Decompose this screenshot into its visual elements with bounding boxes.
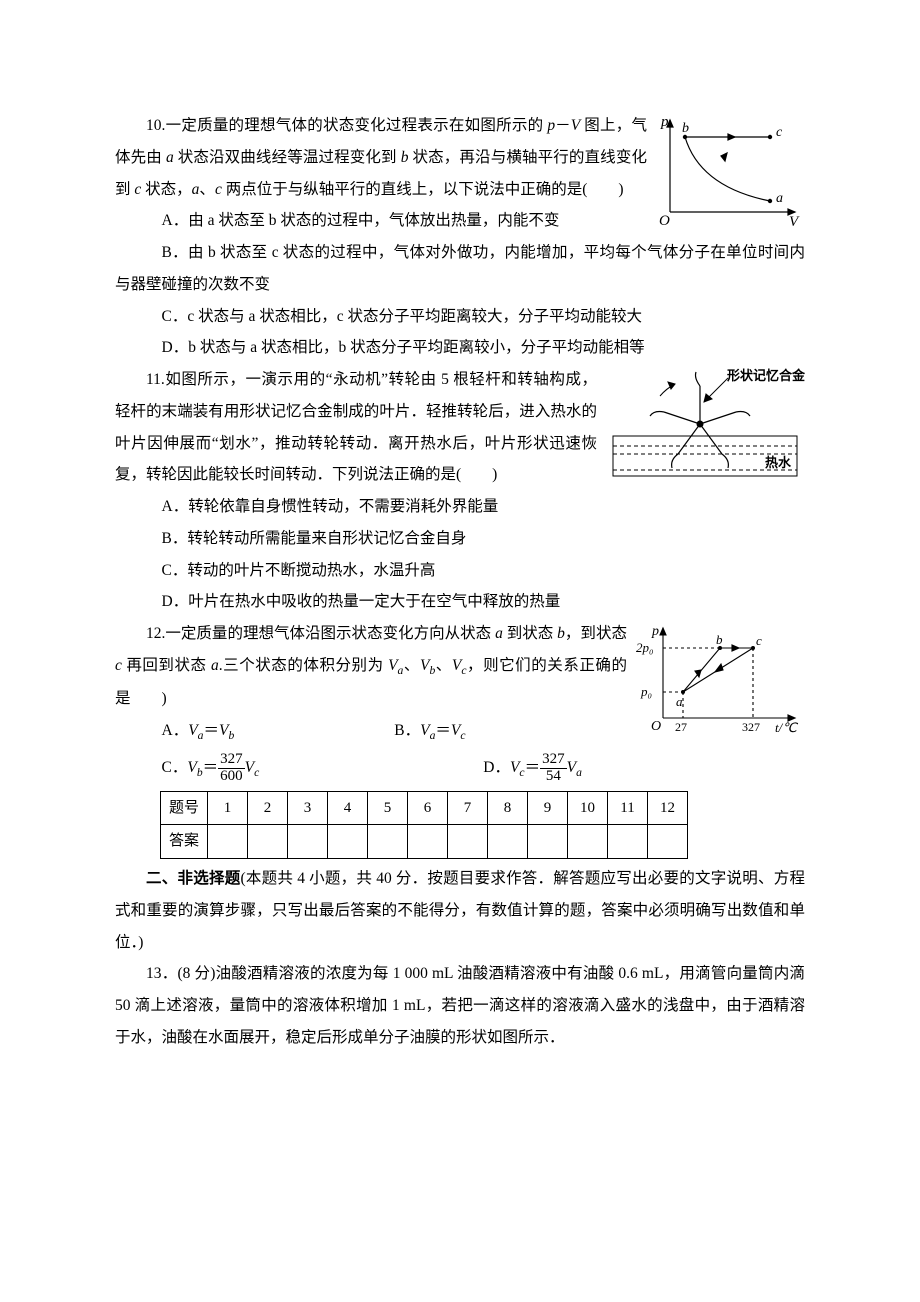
q10-origin: O <box>659 213 670 229</box>
q12-axis-t: t/℃ <box>775 720 798 735</box>
q11-opt-a: A．转轮依靠自身惯性转动，不需要消耗外界能量 <box>115 491 805 523</box>
q12-origin: O <box>651 719 661 734</box>
q12-opt-b: B．Va＝Vc <box>394 715 627 748</box>
answer-table-col: 6 <box>408 791 448 825</box>
answer-table-col: 8 <box>488 791 528 825</box>
answer-cell <box>288 825 328 859</box>
answer-cell <box>408 825 448 859</box>
answer-table-col: 10 <box>568 791 608 825</box>
q12-opt-d: D．Vc＝32754Va <box>483 752 805 785</box>
q12-stem: 12.一定质量的理想气体沿图示状态变化方向从状态 a 到状态 b，到状态 c 再… <box>115 618 805 714</box>
answer-table-col: 7 <box>448 791 488 825</box>
answer-table-q-label: 题号 <box>161 791 208 825</box>
q11-opt-d: D．叶片在热水中吸收的热量一定大于在空气中释放的热量 <box>115 586 805 618</box>
q11-opt-c: C．转动的叶片不断搅动热水，水温升高 <box>115 555 805 587</box>
q10-opt-b: B．由 b 状态至 c 状态的过程中，气体对外做功，内能增加，平均每个气体分子在… <box>115 237 805 301</box>
answer-cell <box>648 825 688 859</box>
answer-table: 题号 1 2 3 4 5 6 7 8 9 10 11 12 答案 <box>160 791 688 860</box>
answer-table-col: 9 <box>528 791 568 825</box>
q10-stem: 10.一定质量的理想气体的状态变化过程表示在如图所示的 p－V 图上，气体先由 … <box>115 110 805 205</box>
answer-table-col: 1 <box>208 791 248 825</box>
answer-cell <box>488 825 528 859</box>
q12-tick-327: 327 <box>742 720 760 734</box>
q10-axis-v: V <box>789 214 800 230</box>
answer-cell <box>568 825 608 859</box>
answer-table-header-row: 题号 1 2 3 4 5 6 7 8 9 10 11 12 <box>161 791 688 825</box>
answer-table-answer-row: 答案 <box>161 825 688 859</box>
q12-opt-a: A．Va＝Vb <box>162 715 395 748</box>
answer-cell <box>608 825 648 859</box>
q12-opt-c: C．Vb＝327600Vc <box>162 752 484 785</box>
answer-table-col: 5 <box>368 791 408 825</box>
answer-table-col: 11 <box>608 791 648 825</box>
answer-table-col: 2 <box>248 791 288 825</box>
answer-table-col: 4 <box>328 791 368 825</box>
q10-opt-d: D．b 状态与 a 状态相比，b 状态分子平均距离较小，分子平均动能相等 <box>115 332 805 364</box>
answer-cell <box>248 825 288 859</box>
q10-opt-c: C．c 状态与 a 状态相比，c 状态分子平均距离较大，分子平均动能较大 <box>115 301 805 333</box>
answer-table-col: 3 <box>288 791 328 825</box>
section2-head: 二、非选择题二、非选择题(本题共 4 小题，共 40 分．按题目要求作答．解答题… <box>115 863 805 958</box>
answer-table-col: 12 <box>648 791 688 825</box>
answer-table-a-label: 答案 <box>161 825 208 859</box>
q12-tick-27: 27 <box>675 720 687 734</box>
q11-opt-b: B．转轮转动所需能量来自形状记忆合金自身 <box>115 523 805 555</box>
answer-cell <box>448 825 488 859</box>
q13-stem: 13．(8 分)油酸酒精溶液的浓度为每 1 000 mL 油酸酒精溶液中有油酸 … <box>115 958 805 1053</box>
answer-cell <box>208 825 248 859</box>
answer-cell <box>328 825 368 859</box>
answer-cell <box>368 825 408 859</box>
q11-stem: 11.如图所示，一演示用的“永动机”转轮由 5 根轻杆和转轴构成，轻杆的末端装有… <box>115 364 805 491</box>
answer-cell <box>528 825 568 859</box>
